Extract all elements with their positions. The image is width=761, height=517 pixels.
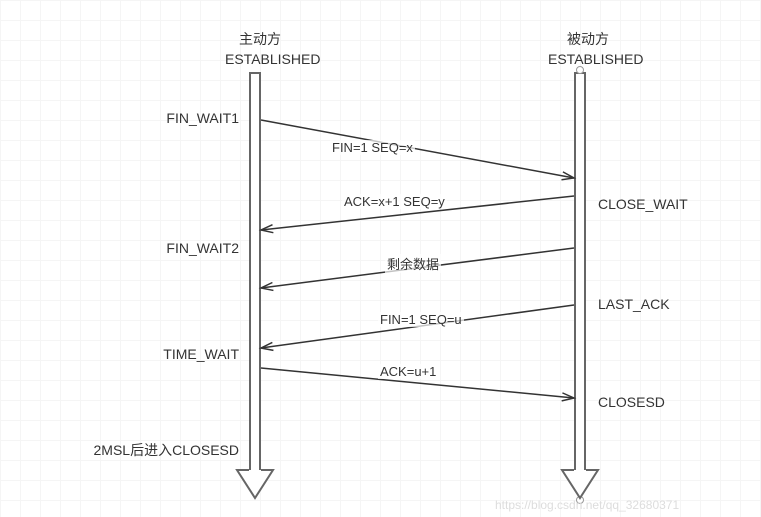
state-fin-wait1: FIN_WAIT1 bbox=[166, 110, 239, 126]
left-header: 主动方 ESTABLISHED bbox=[225, 30, 295, 69]
right-header-line1: 被动方 bbox=[567, 31, 609, 47]
state-2msl-closed: 2MSL后进入CLOSESD bbox=[94, 440, 239, 460]
left-header-line2: ESTABLISHED bbox=[225, 51, 320, 67]
right-header: 被动方 ESTABLISHED bbox=[548, 30, 628, 69]
msg-remaining-data: 剩余数据 bbox=[385, 254, 441, 273]
msg-ack2: ACK=u+1 bbox=[378, 364, 438, 379]
right-header-line2: ESTABLISHED bbox=[548, 51, 643, 67]
state-fin-wait2: FIN_WAIT2 bbox=[166, 240, 239, 256]
state-time-wait: TIME_WAIT bbox=[163, 346, 239, 362]
top-connector-circle bbox=[576, 66, 584, 74]
msg-fin1: FIN=1 SEQ=x bbox=[330, 140, 415, 155]
state-last-ack: LAST_ACK bbox=[598, 296, 670, 312]
msg-fin2: FIN=1 SEQ=u bbox=[378, 312, 464, 327]
left-lifeline bbox=[249, 72, 261, 470]
msg-ack1: ACK=x+1 SEQ=y bbox=[342, 194, 447, 209]
left-header-line1: 主动方 bbox=[239, 31, 281, 47]
state-close-wait: CLOSE_WAIT bbox=[598, 196, 688, 212]
right-lifeline bbox=[574, 72, 586, 470]
watermark: https://blog.csdn.net/qq_32680371 bbox=[495, 498, 679, 512]
state-closed: CLOSESD bbox=[598, 394, 665, 410]
